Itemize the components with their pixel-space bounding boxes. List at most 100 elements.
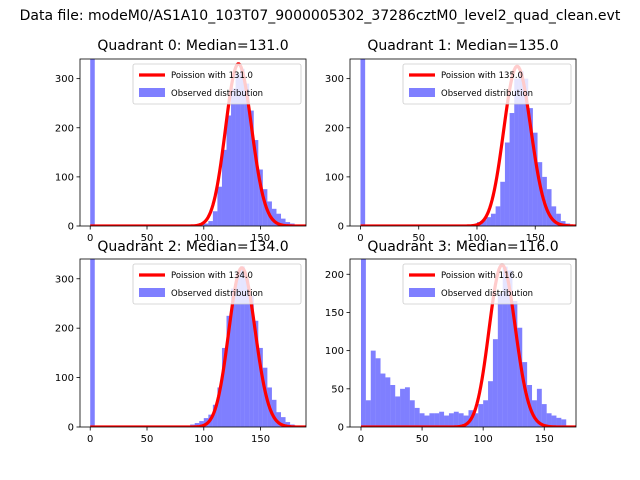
histogram-bar bbox=[240, 68, 245, 226]
histogram-bar bbox=[400, 388, 405, 427]
legend: Poission with 116.0 Observed distribution bbox=[402, 263, 572, 305]
histogram-bar bbox=[221, 149, 227, 226]
y-tick-label: 0 bbox=[338, 423, 344, 434]
y-tick-label: 100 bbox=[325, 346, 344, 357]
histogram-bar bbox=[481, 220, 487, 226]
histogram-bar bbox=[551, 415, 557, 427]
x-tick-label: 0 bbox=[87, 233, 93, 244]
histogram-bar bbox=[448, 413, 454, 427]
x-tick-label: 150 bbox=[535, 434, 554, 445]
plot-area bbox=[360, 59, 576, 226]
histogram-bar bbox=[360, 259, 366, 427]
x-tick-label: 100 bbox=[474, 434, 493, 445]
histogram-bar bbox=[532, 132, 538, 226]
histogram-bar bbox=[528, 108, 533, 226]
legend-box bbox=[132, 263, 302, 305]
panel-title: Quadrant 3: Median=116.0 bbox=[367, 239, 558, 255]
histogram-bar bbox=[536, 388, 542, 427]
legend-hist-swatch bbox=[139, 88, 165, 97]
histogram-bar bbox=[258, 347, 263, 427]
legend-hist-swatch bbox=[139, 288, 165, 297]
x-tick-label: 50 bbox=[141, 434, 154, 445]
y-tick-label: 200 bbox=[325, 270, 344, 281]
y-tick-label: 100 bbox=[325, 172, 344, 183]
histogram-bar bbox=[409, 400, 415, 427]
histogram-bar bbox=[276, 213, 282, 226]
histogram-bar bbox=[404, 387, 410, 427]
legend-box bbox=[402, 263, 572, 305]
histogram-bar bbox=[486, 217, 491, 226]
histogram-bar bbox=[217, 186, 222, 226]
histogram-bar bbox=[541, 404, 547, 427]
histogram-bar bbox=[380, 373, 386, 427]
histogram-bar bbox=[212, 404, 218, 427]
x-tick-label: 50 bbox=[141, 233, 154, 244]
legend-hist-swatch bbox=[409, 288, 435, 297]
y-tick-label: 100 bbox=[55, 373, 74, 384]
histogram-bar bbox=[458, 413, 464, 427]
histogram-bar bbox=[517, 327, 523, 427]
histogram-bar bbox=[546, 189, 552, 226]
histogram-bar bbox=[281, 417, 286, 427]
y-tick-label: 200 bbox=[325, 123, 344, 134]
legend: Poission with 135.0 Observed distribution bbox=[402, 63, 572, 105]
histogram-bar bbox=[365, 400, 371, 427]
legend-box bbox=[402, 63, 572, 105]
histogram-bar bbox=[434, 413, 440, 427]
histogram-bar bbox=[244, 278, 250, 427]
histogram-bar bbox=[509, 113, 515, 226]
histogram-bar bbox=[537, 162, 543, 226]
histogram-bar bbox=[226, 115, 232, 226]
histogram-bar bbox=[532, 400, 537, 427]
y-tick-label: 0 bbox=[68, 423, 74, 434]
legend-hist-label: Observed distribution bbox=[171, 289, 263, 299]
histogram-bar bbox=[518, 71, 524, 226]
histogram-bar bbox=[235, 73, 241, 226]
histogram-bar bbox=[512, 301, 518, 427]
panel-title: Quadrant 0: Median=131.0 bbox=[97, 38, 288, 54]
histogram-bar bbox=[551, 206, 557, 226]
y-tick-label: 200 bbox=[55, 123, 74, 134]
histogram-bar bbox=[556, 417, 562, 427]
x-tick-label: 150 bbox=[526, 233, 545, 244]
histogram-bar bbox=[217, 387, 222, 427]
histogram-bar bbox=[429, 413, 435, 427]
legend-box bbox=[132, 63, 302, 105]
histogram-bar bbox=[249, 296, 254, 427]
histogram-bar bbox=[453, 411, 459, 427]
histogram-bar bbox=[385, 377, 391, 427]
axes-frame bbox=[79, 258, 307, 428]
histogram-bar bbox=[271, 208, 277, 226]
histogram-bar bbox=[490, 213, 496, 226]
y-tick-label: 300 bbox=[55, 74, 74, 85]
histogram-bar bbox=[285, 222, 291, 226]
histogram-bar bbox=[231, 88, 236, 226]
x-tick-label: 150 bbox=[251, 233, 270, 244]
panel-quadrant-3: Quadrant 3: Median=116.0 0 50 100 150 0 50 100… bbox=[325, 239, 577, 445]
legend-hist-label: Observed distribution bbox=[171, 89, 263, 99]
histogram-bar bbox=[276, 412, 282, 427]
poisson-fit-line bbox=[89, 62, 306, 226]
x-tick-label: 0 bbox=[358, 434, 364, 445]
histogram-bar bbox=[514, 78, 519, 226]
histogram-bar bbox=[226, 315, 232, 427]
panel-title: Quadrant 1: Median=135.0 bbox=[367, 38, 558, 54]
histogram-bar bbox=[463, 415, 469, 427]
histogram-bar bbox=[495, 206, 501, 226]
legend: Poission with 131.0 Observed distribution bbox=[132, 63, 302, 105]
histogram-bar bbox=[244, 83, 250, 226]
histogram-bar bbox=[253, 140, 259, 226]
x-tick-label: 0 bbox=[357, 233, 363, 244]
legend-hist-label: Observed distribution bbox=[441, 89, 533, 99]
histogram-bar bbox=[424, 415, 430, 427]
histogram-bar bbox=[90, 259, 95, 427]
legend-fit-label: Poission with 135.0 bbox=[441, 71, 523, 81]
x-tick-label: 50 bbox=[416, 434, 429, 445]
histogram-bar bbox=[546, 413, 552, 427]
histogram-bar bbox=[488, 381, 493, 427]
panel-quadrant-1: Quadrant 1: Median=135.0 0 50 100 150 0 100 20… bbox=[325, 38, 577, 244]
histogram-bar bbox=[478, 404, 484, 427]
histogram-bar bbox=[194, 423, 200, 427]
histogram-bar bbox=[500, 181, 505, 226]
